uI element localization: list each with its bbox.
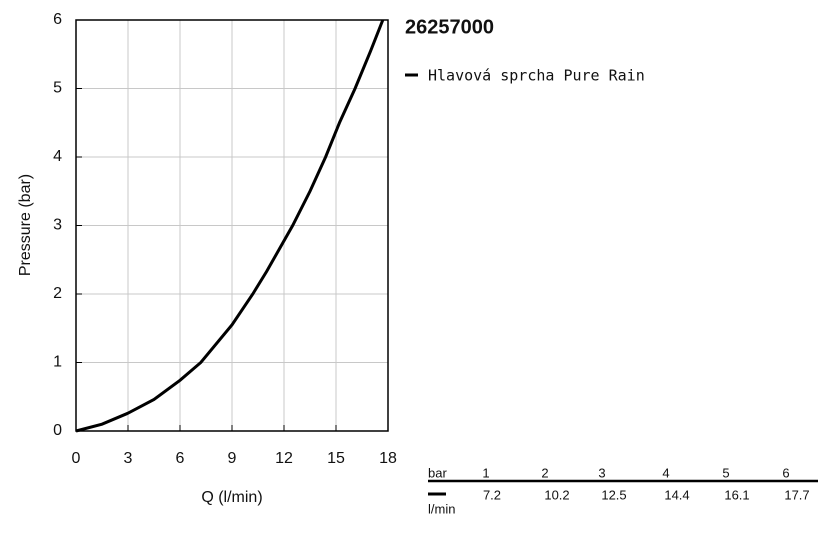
table-header-cell: 1 — [482, 465, 489, 480]
x-axis-label: Q (l/min) — [201, 489, 262, 506]
table-header-cell: 6 — [782, 465, 789, 480]
y-tick-label: 3 — [53, 217, 62, 234]
table-header-cell: 2 — [541, 465, 548, 480]
table-header-cell: 3 — [598, 465, 605, 480]
y-tick-label: 6 — [53, 11, 62, 28]
table-cell: 16.1 — [724, 487, 749, 502]
table-cell: 14.4 — [664, 487, 689, 502]
x-tick-label: 18 — [379, 450, 397, 467]
y-tick-label: 1 — [53, 354, 62, 371]
y-tick-label: 0 — [53, 422, 62, 439]
y-tick-label: 5 — [53, 80, 62, 97]
table-cell: 7.2 — [483, 487, 501, 502]
table-header-cell: 5 — [722, 465, 729, 480]
x-tick-label: 6 — [176, 450, 185, 467]
table-cell: 12.5 — [601, 487, 626, 502]
table-row-label: l/min — [428, 501, 455, 516]
table-cell: 10.2 — [544, 487, 569, 502]
x-tick-label: 9 — [228, 450, 237, 467]
x-tick-label: 0 — [72, 450, 81, 467]
y-tick-label: 4 — [53, 148, 62, 165]
table-header-cell: 4 — [662, 465, 669, 480]
y-axis-label: Pressure (bar) — [17, 174, 34, 276]
table-header-label: bar — [428, 465, 447, 480]
table-cell: 17.7 — [784, 487, 809, 502]
legend-label: Hlavová sprcha Pure Rain — [428, 67, 645, 85]
curve — [75, 19, 385, 433]
x-tick-label: 15 — [327, 450, 345, 467]
y-tick-label: 2 — [53, 285, 62, 302]
x-tick-label: 3 — [124, 450, 133, 467]
chart-title: 26257000 — [405, 16, 494, 38]
x-tick-label: 12 — [275, 450, 293, 467]
plot-frame — [75, 19, 389, 432]
